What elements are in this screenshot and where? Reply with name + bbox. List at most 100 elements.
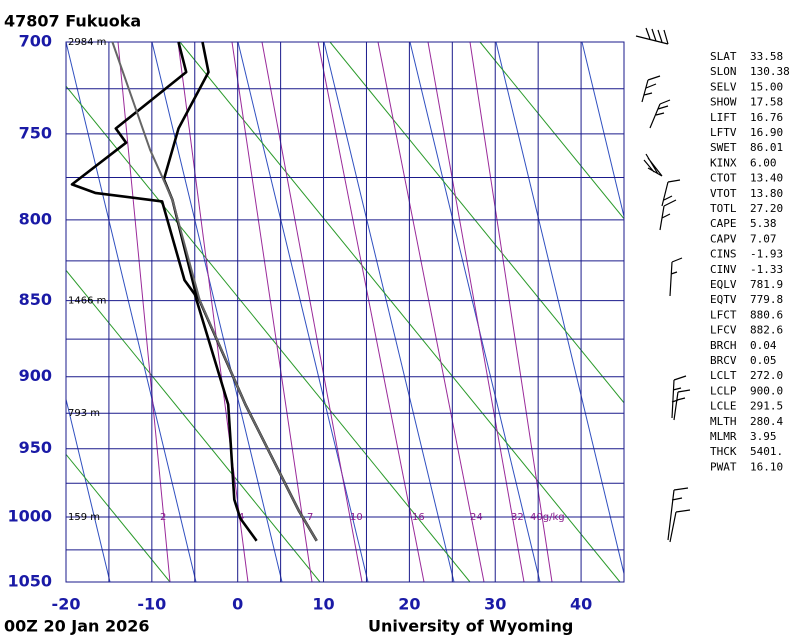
index-value: 900.0	[750, 384, 783, 397]
background-lines	[0, 42, 624, 582]
index-name: CTOT	[710, 172, 737, 185]
index-name: MLMR	[710, 430, 737, 443]
index-name: BRCV	[710, 354, 737, 367]
x-tick-label: -20	[52, 595, 81, 614]
mixing-ratio-label: 32	[511, 512, 524, 523]
dry-adiabat	[0, 42, 20, 582]
x-tick-label: -10	[137, 595, 166, 614]
profile-line	[70, 41, 258, 542]
index-value: 280.4	[750, 415, 783, 428]
index-value: 27.20	[750, 202, 783, 215]
index-value: 3.95	[750, 430, 777, 443]
mixing-ratio-label: 16	[412, 512, 425, 523]
mixing-ratio-line	[117, 42, 171, 582]
index-value: 16.10	[750, 460, 783, 473]
index-name: LIFT	[710, 111, 737, 124]
dry-adiabat	[66, 269, 321, 582]
isotherm	[495, 42, 624, 576]
footer-left: 00Z 20 Jan 2026	[4, 617, 150, 636]
plot-frame	[65, 41, 625, 583]
y-tick-label: 950	[19, 438, 52, 457]
isotherm	[323, 42, 455, 582]
height-label: 2984 m	[68, 37, 106, 48]
index-value: 7.07	[750, 232, 777, 245]
isotherm	[66, 42, 197, 582]
index-value: 291.5	[750, 400, 783, 413]
index-name: CINS	[710, 248, 737, 261]
index-name: SLAT	[710, 50, 737, 63]
x-tick-label: 0	[232, 595, 243, 614]
index-value: 779.8	[750, 293, 783, 306]
x-tick-label: 20	[398, 595, 420, 614]
index-name: LFTV	[710, 126, 737, 139]
index-value: -1.33	[750, 263, 783, 276]
index-name: THCK	[710, 445, 737, 458]
index-name: SWET	[710, 141, 737, 154]
profile-line	[162, 41, 318, 542]
index-name: SELV	[710, 80, 737, 93]
mixing-ratio-line	[231, 42, 313, 582]
height-label: 1466 m	[68, 296, 106, 307]
isotherm	[66, 397, 111, 582]
isotherm	[151, 42, 283, 582]
index-name: SHOW	[710, 96, 737, 109]
height-label: 159 m	[68, 512, 100, 523]
y-tick-label: 800	[19, 209, 52, 228]
index-value: 33.58	[750, 50, 783, 63]
index-name: KINX	[710, 156, 737, 169]
dry-adiabat	[66, 85, 471, 582]
isotherm	[409, 42, 541, 582]
mixing-ratio-line	[427, 42, 525, 582]
index-value: 16.90	[750, 126, 783, 139]
index-name: CINV	[710, 263, 737, 276]
wind-barbs	[635, 27, 691, 543]
index-value: 13.80	[750, 187, 783, 200]
index-name: PWAT	[710, 460, 737, 473]
mixing-ratio-line	[469, 42, 553, 582]
index-value: 15.00	[750, 80, 783, 93]
x-tick-label: 30	[484, 595, 506, 614]
dry-adiabat	[179, 42, 621, 582]
mixing-ratio-line	[177, 42, 249, 582]
index-value: 6.00	[750, 156, 777, 169]
y-tick-label: 700	[19, 32, 52, 51]
mixing-ratio-line	[317, 42, 425, 582]
index-value: 17.58	[750, 96, 783, 109]
dry-adiabat	[329, 42, 624, 404]
mixing-ratio-label: 10	[350, 512, 363, 523]
x-tick-label: 10	[312, 595, 334, 614]
chart-title: 47807 Fukuoka	[4, 12, 141, 31]
index-name: CAPE	[710, 217, 737, 230]
y-tick-label: 1050	[7, 572, 52, 591]
footer-right: University of Wyoming	[368, 617, 573, 636]
profile-line	[111, 41, 318, 542]
x-tick-label: 40	[570, 595, 592, 614]
mixing-ratio-line	[261, 42, 363, 582]
height-label: 793 m	[68, 408, 100, 419]
index-name: LCLE	[710, 400, 737, 413]
y-tick-label: 900	[19, 366, 52, 385]
mixing-ratio-line	[377, 42, 485, 582]
index-name: EQTV	[710, 293, 737, 306]
index-name: LFCT	[710, 308, 737, 321]
dry-adiabat	[479, 42, 624, 220]
y-tick-label: 1000	[7, 507, 52, 526]
index-name: MLTH	[710, 415, 737, 428]
index-value: 272.0	[750, 369, 783, 382]
index-value: 781.9	[750, 278, 783, 291]
isotherm	[581, 42, 624, 219]
isotherm	[237, 42, 369, 582]
y-tick-label: 750	[19, 123, 52, 142]
index-value: 130.38	[750, 65, 790, 78]
index-value: 0.04	[750, 339, 777, 352]
mixing-ratio-label: 7	[307, 512, 313, 523]
index-value: 882.6	[750, 324, 783, 337]
index-name: LFCV	[710, 324, 737, 337]
index-name: LCLP	[710, 384, 737, 397]
index-name: SLON	[710, 65, 737, 78]
index-value: 13.40	[750, 172, 783, 185]
index-name: CAPV	[710, 232, 737, 245]
index-value: 880.6	[750, 308, 783, 321]
mixing-ratio-label: 2	[160, 512, 166, 523]
